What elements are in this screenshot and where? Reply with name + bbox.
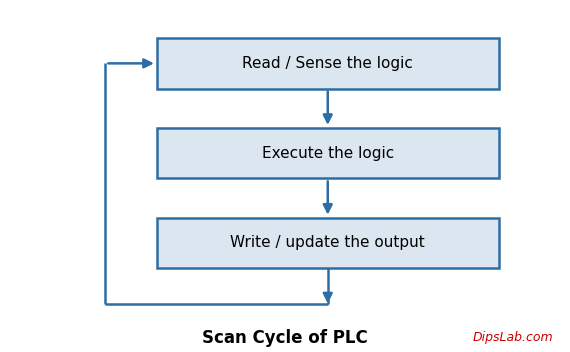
Text: Read / Sense the logic: Read / Sense the logic <box>242 56 413 71</box>
Text: Write / update the output: Write / update the output <box>230 235 425 250</box>
FancyBboxPatch shape <box>157 128 499 178</box>
Text: Scan Cycle of PLC: Scan Cycle of PLC <box>202 329 368 347</box>
FancyBboxPatch shape <box>157 38 499 89</box>
Text: Execute the logic: Execute the logic <box>262 146 394 161</box>
FancyBboxPatch shape <box>157 218 499 268</box>
Text: DipsLab.com: DipsLab.com <box>473 332 553 344</box>
